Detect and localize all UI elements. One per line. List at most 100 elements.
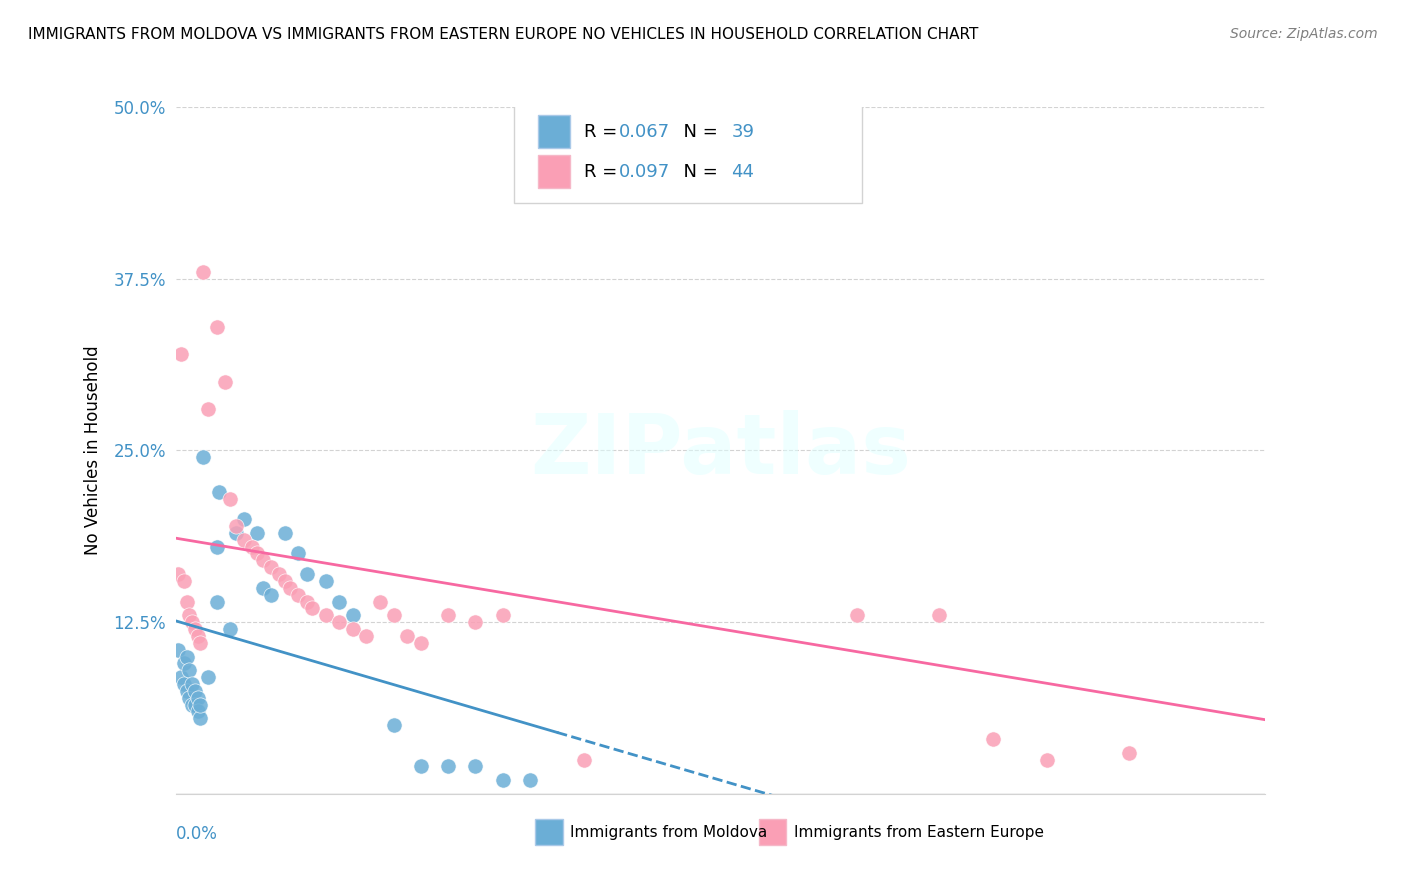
Point xyxy=(184,683,207,698)
Text: 44: 44 xyxy=(731,162,755,180)
Point xyxy=(409,759,432,773)
Point xyxy=(246,546,269,561)
Point xyxy=(208,484,231,499)
Point xyxy=(269,567,291,582)
Point xyxy=(173,657,195,671)
Point xyxy=(492,608,515,623)
Point xyxy=(492,773,515,788)
Point xyxy=(287,546,309,561)
Point xyxy=(356,629,378,643)
Text: Source: ZipAtlas.com: Source: ZipAtlas.com xyxy=(1230,27,1378,41)
Text: 0.0%: 0.0% xyxy=(176,825,218,843)
Y-axis label: No Vehicles in Household: No Vehicles in Household xyxy=(84,345,103,556)
Point xyxy=(184,698,207,712)
Point xyxy=(173,677,195,691)
Point xyxy=(167,567,190,582)
Point xyxy=(179,663,201,677)
Point xyxy=(167,642,190,657)
Point xyxy=(519,773,541,788)
Point xyxy=(197,402,219,417)
Point xyxy=(315,608,337,623)
Point xyxy=(179,690,201,705)
Text: Immigrants from Eastern Europe: Immigrants from Eastern Europe xyxy=(793,825,1043,840)
Point xyxy=(315,574,337,588)
Point xyxy=(260,588,283,602)
Point xyxy=(219,622,242,636)
FancyBboxPatch shape xyxy=(537,115,571,148)
Text: ZIPatlas: ZIPatlas xyxy=(530,410,911,491)
Point xyxy=(184,622,207,636)
Point xyxy=(437,759,460,773)
Point xyxy=(382,718,405,732)
Point xyxy=(176,683,198,698)
Point xyxy=(710,100,733,114)
Text: N =: N = xyxy=(672,123,723,141)
FancyBboxPatch shape xyxy=(537,155,571,188)
Point xyxy=(205,594,228,608)
Point xyxy=(181,698,204,712)
Text: R =: R = xyxy=(585,162,623,180)
Point xyxy=(301,601,323,615)
Point xyxy=(252,553,274,567)
Point xyxy=(191,450,214,465)
Point xyxy=(287,588,309,602)
Point xyxy=(246,525,269,540)
Point xyxy=(232,533,254,547)
Point xyxy=(464,759,486,773)
Point xyxy=(274,525,297,540)
Point xyxy=(252,581,274,595)
Point xyxy=(368,594,391,608)
FancyBboxPatch shape xyxy=(759,819,786,846)
Point xyxy=(219,491,242,506)
Point xyxy=(186,690,209,705)
Point xyxy=(225,525,247,540)
Point xyxy=(205,540,228,554)
Point xyxy=(342,608,364,623)
Point xyxy=(188,698,211,712)
Point xyxy=(188,711,211,725)
Point xyxy=(342,622,364,636)
Point xyxy=(1036,753,1059,767)
FancyBboxPatch shape xyxy=(536,819,562,846)
Point xyxy=(186,629,209,643)
Point xyxy=(197,670,219,684)
Point xyxy=(225,519,247,533)
Point xyxy=(278,581,301,595)
Point xyxy=(328,615,350,630)
Point xyxy=(574,753,596,767)
Point xyxy=(186,705,209,719)
Point xyxy=(170,670,193,684)
Point xyxy=(214,375,236,389)
Point xyxy=(1118,746,1140,760)
Point xyxy=(179,608,201,623)
Point xyxy=(295,567,318,582)
Point xyxy=(382,608,405,623)
Point xyxy=(176,649,198,664)
FancyBboxPatch shape xyxy=(513,96,862,203)
Point xyxy=(464,615,486,630)
Point xyxy=(274,574,297,588)
Point xyxy=(181,677,204,691)
Point xyxy=(181,615,204,630)
Point xyxy=(328,594,350,608)
Text: IMMIGRANTS FROM MOLDOVA VS IMMIGRANTS FROM EASTERN EUROPE NO VEHICLES IN HOUSEHO: IMMIGRANTS FROM MOLDOVA VS IMMIGRANTS FR… xyxy=(28,27,979,42)
Text: Immigrants from Moldova: Immigrants from Moldova xyxy=(571,825,768,840)
Point xyxy=(845,608,868,623)
Point xyxy=(188,636,211,650)
Point xyxy=(437,608,460,623)
Point xyxy=(295,594,318,608)
Point xyxy=(409,636,432,650)
Point xyxy=(170,347,193,361)
Point xyxy=(396,629,419,643)
Point xyxy=(205,319,228,334)
Point xyxy=(176,594,198,608)
Text: 39: 39 xyxy=(731,123,755,141)
Text: R =: R = xyxy=(585,123,623,141)
Point xyxy=(981,731,1004,746)
Point xyxy=(240,540,263,554)
Point xyxy=(173,574,195,588)
Text: N =: N = xyxy=(672,162,723,180)
Point xyxy=(232,512,254,526)
Text: 0.067: 0.067 xyxy=(619,123,671,141)
Point xyxy=(928,608,950,623)
